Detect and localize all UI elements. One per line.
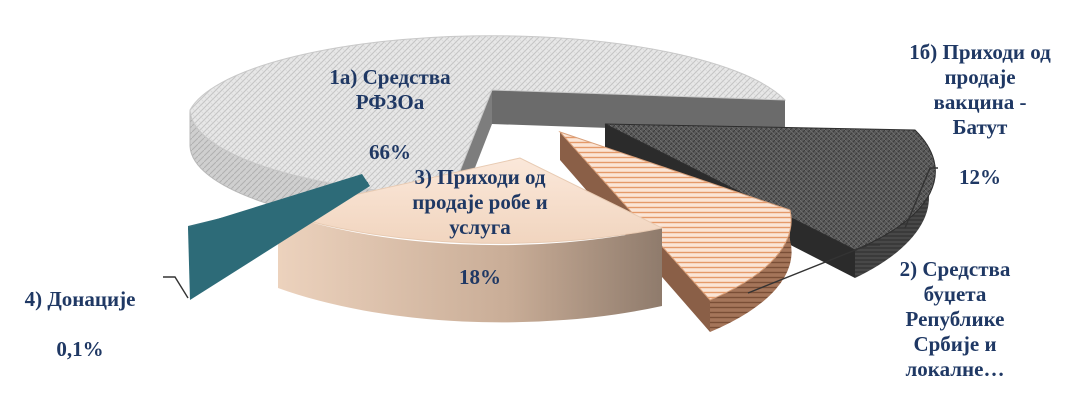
slice-2-top: [558, 130, 792, 301]
label-3: 3) Приходи од продаје робе и услуга 18%: [370, 140, 590, 315]
label-2-text: 2) Средства буџета Републике Србије и ло…: [899, 257, 1011, 381]
slice-1b-top: [604, 123, 936, 251]
label-1b: 1б) Приходи од продаје вакцина - Батут 1…: [880, 15, 1080, 215]
slice-3-top: [276, 157, 664, 244]
label-3-percent: 18%: [459, 265, 501, 289]
pie-chart: 1а) Средства РФЗОа 66% 1б) Приходи од пр…: [25, 15, 1080, 381]
label-4-percent: 0,1%: [56, 337, 104, 361]
label-2: 2) Средства буџета Републике Србије и ло…: [870, 232, 1040, 407]
slice-4: [188, 174, 370, 300]
label-4-text: 4) Донације: [24, 287, 136, 311]
slice-3: [276, 157, 664, 323]
label-1a: 1а) Средства РФЗОа 66%: [300, 40, 480, 190]
label-1b-text: 1б) Приходи од продаје вакцина - Батут: [909, 40, 1051, 139]
label-1a-text: 1а) Средства РФЗОа: [329, 65, 451, 114]
slice-2-outer-side: [710, 210, 792, 332]
label-1b-percent: 12%: [959, 165, 1001, 189]
slice-4-side: [188, 174, 370, 300]
slice-3-outer-side: [278, 212, 662, 323]
leader-line-1b: [904, 167, 938, 229]
label-3-text: 3) Приходи од продаје робе и услуга: [412, 165, 548, 239]
label-1a-percent: 66%: [369, 140, 411, 164]
slice-1a-top: [189, 35, 787, 197]
leader-line-2: [747, 244, 880, 294]
leader-line-4: [163, 276, 189, 299]
pie-chart-graphic: [163, 35, 938, 332]
label-4: 4) Донације 0,1%: [0, 262, 160, 387]
slice-1a-inner-side: [492, 90, 785, 134]
